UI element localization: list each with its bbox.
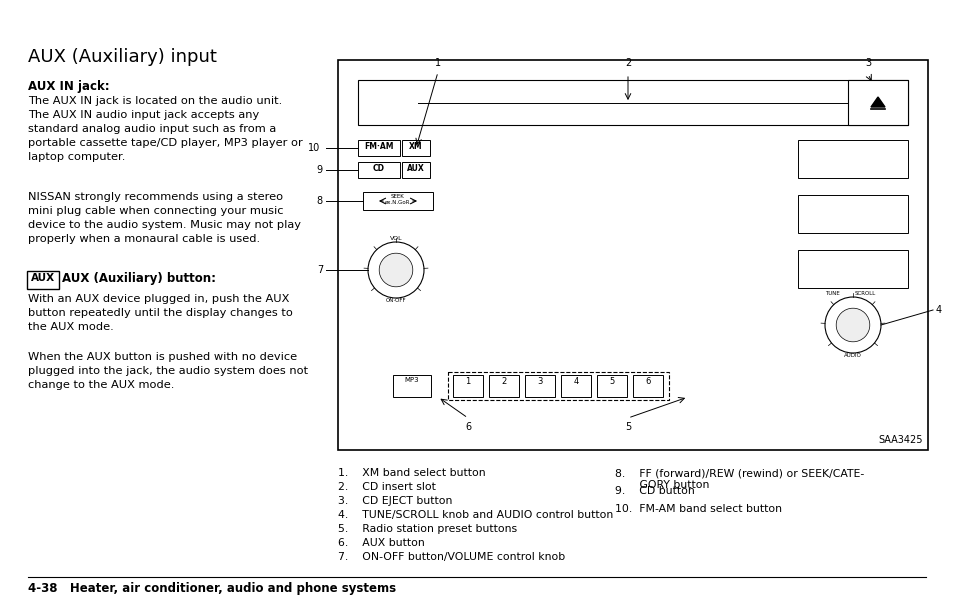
Text: SCROLL: SCROLL <box>854 291 876 296</box>
Text: 7: 7 <box>316 265 323 275</box>
Bar <box>524 375 555 397</box>
Text: 8.    FF (forward)/REW (rewind) or SEEK/CATE-
       GORY button: 8. FF (forward)/REW (rewind) or SEEK/CAT… <box>615 468 863 489</box>
Text: AUX IN jack:: AUX IN jack: <box>28 80 110 93</box>
Text: 4: 4 <box>935 305 942 315</box>
Bar <box>633 375 662 397</box>
Text: FM·AM: FM·AM <box>364 142 394 151</box>
Polygon shape <box>870 97 884 107</box>
Text: ON·OFF: ON·OFF <box>385 298 406 303</box>
Text: 5: 5 <box>609 377 614 386</box>
Text: TUNE: TUNE <box>824 291 839 296</box>
Bar <box>401 162 430 178</box>
Bar <box>337 60 927 450</box>
Text: 5: 5 <box>624 422 631 432</box>
Text: AUDIO: AUDIO <box>843 353 861 358</box>
Text: AUX (Auxiliary) input: AUX (Auxiliary) input <box>28 48 216 66</box>
Text: 2: 2 <box>501 377 506 386</box>
FancyBboxPatch shape <box>27 271 59 289</box>
Circle shape <box>824 297 880 353</box>
Text: AUX: AUX <box>407 164 424 173</box>
Bar <box>357 140 399 156</box>
Text: 9.    CD button: 9. CD button <box>615 486 694 496</box>
Bar <box>363 192 433 210</box>
Bar <box>597 375 626 397</box>
Circle shape <box>368 242 423 298</box>
Text: SEEK
ex.N.GoR: SEEK ex.N.GoR <box>385 194 411 205</box>
Text: The AUX IN jack is located on the audio unit.
The AUX IN audio input jack accept: The AUX IN jack is located on the audio … <box>28 96 302 162</box>
Text: CD: CD <box>373 164 385 173</box>
Text: 3: 3 <box>537 377 542 386</box>
Circle shape <box>836 308 869 342</box>
Bar <box>357 80 907 125</box>
Text: When the AUX button is pushed with no device
plugged into the jack, the audio sy: When the AUX button is pushed with no de… <box>28 352 308 390</box>
Bar <box>453 375 482 397</box>
Bar <box>797 140 907 178</box>
Bar <box>847 80 907 125</box>
Text: SAA3425: SAA3425 <box>878 435 923 445</box>
Text: 7.    ON-OFF button/VOLUME control knob: 7. ON-OFF button/VOLUME control knob <box>337 552 565 562</box>
Circle shape <box>378 253 413 287</box>
Text: 6: 6 <box>644 377 650 386</box>
Text: 4-38   Heater, air conditioner, audio and phone systems: 4-38 Heater, air conditioner, audio and … <box>28 582 395 595</box>
Text: 2: 2 <box>624 58 631 68</box>
Bar <box>448 372 668 400</box>
Text: 6.    AUX button: 6. AUX button <box>337 538 424 548</box>
Text: With an AUX device plugged in, push the AUX
button repeatedly until the display : With an AUX device plugged in, push the … <box>28 294 293 332</box>
Bar <box>797 195 907 233</box>
Text: 10: 10 <box>308 143 319 153</box>
Text: 1.    XM band select button: 1. XM band select button <box>337 468 485 478</box>
Bar <box>393 375 431 397</box>
Text: 5.    Radio station preset buttons: 5. Radio station preset buttons <box>337 524 517 534</box>
Text: 4.    TUNE/SCROLL knob and AUDIO control button: 4. TUNE/SCROLL knob and AUDIO control bu… <box>337 510 613 520</box>
Text: 9: 9 <box>316 165 323 175</box>
Text: 6: 6 <box>464 422 471 432</box>
Text: MP3: MP3 <box>404 377 419 383</box>
Text: XM: XM <box>409 142 422 151</box>
Bar <box>489 375 518 397</box>
Text: 1: 1 <box>465 377 470 386</box>
Text: 4: 4 <box>573 377 578 386</box>
Bar <box>797 250 907 288</box>
Text: 1: 1 <box>435 58 440 68</box>
Bar <box>357 162 399 178</box>
Text: NISSAN strongly recommends using a stereo
mini plug cable when connecting your m: NISSAN strongly recommends using a stere… <box>28 192 301 244</box>
Text: 8: 8 <box>316 196 323 206</box>
Text: 3: 3 <box>864 58 870 68</box>
Text: 2.    CD insert slot: 2. CD insert slot <box>337 482 436 492</box>
Text: VOL: VOL <box>389 236 402 241</box>
Text: 3.    CD EJECT button: 3. CD EJECT button <box>337 496 452 506</box>
Text: AUX (Auxiliary) button:: AUX (Auxiliary) button: <box>62 272 215 285</box>
Bar <box>401 140 430 156</box>
Text: 10.  FM-AM band select button: 10. FM-AM band select button <box>615 504 781 514</box>
Bar <box>560 375 590 397</box>
Text: AUX: AUX <box>30 273 55 283</box>
